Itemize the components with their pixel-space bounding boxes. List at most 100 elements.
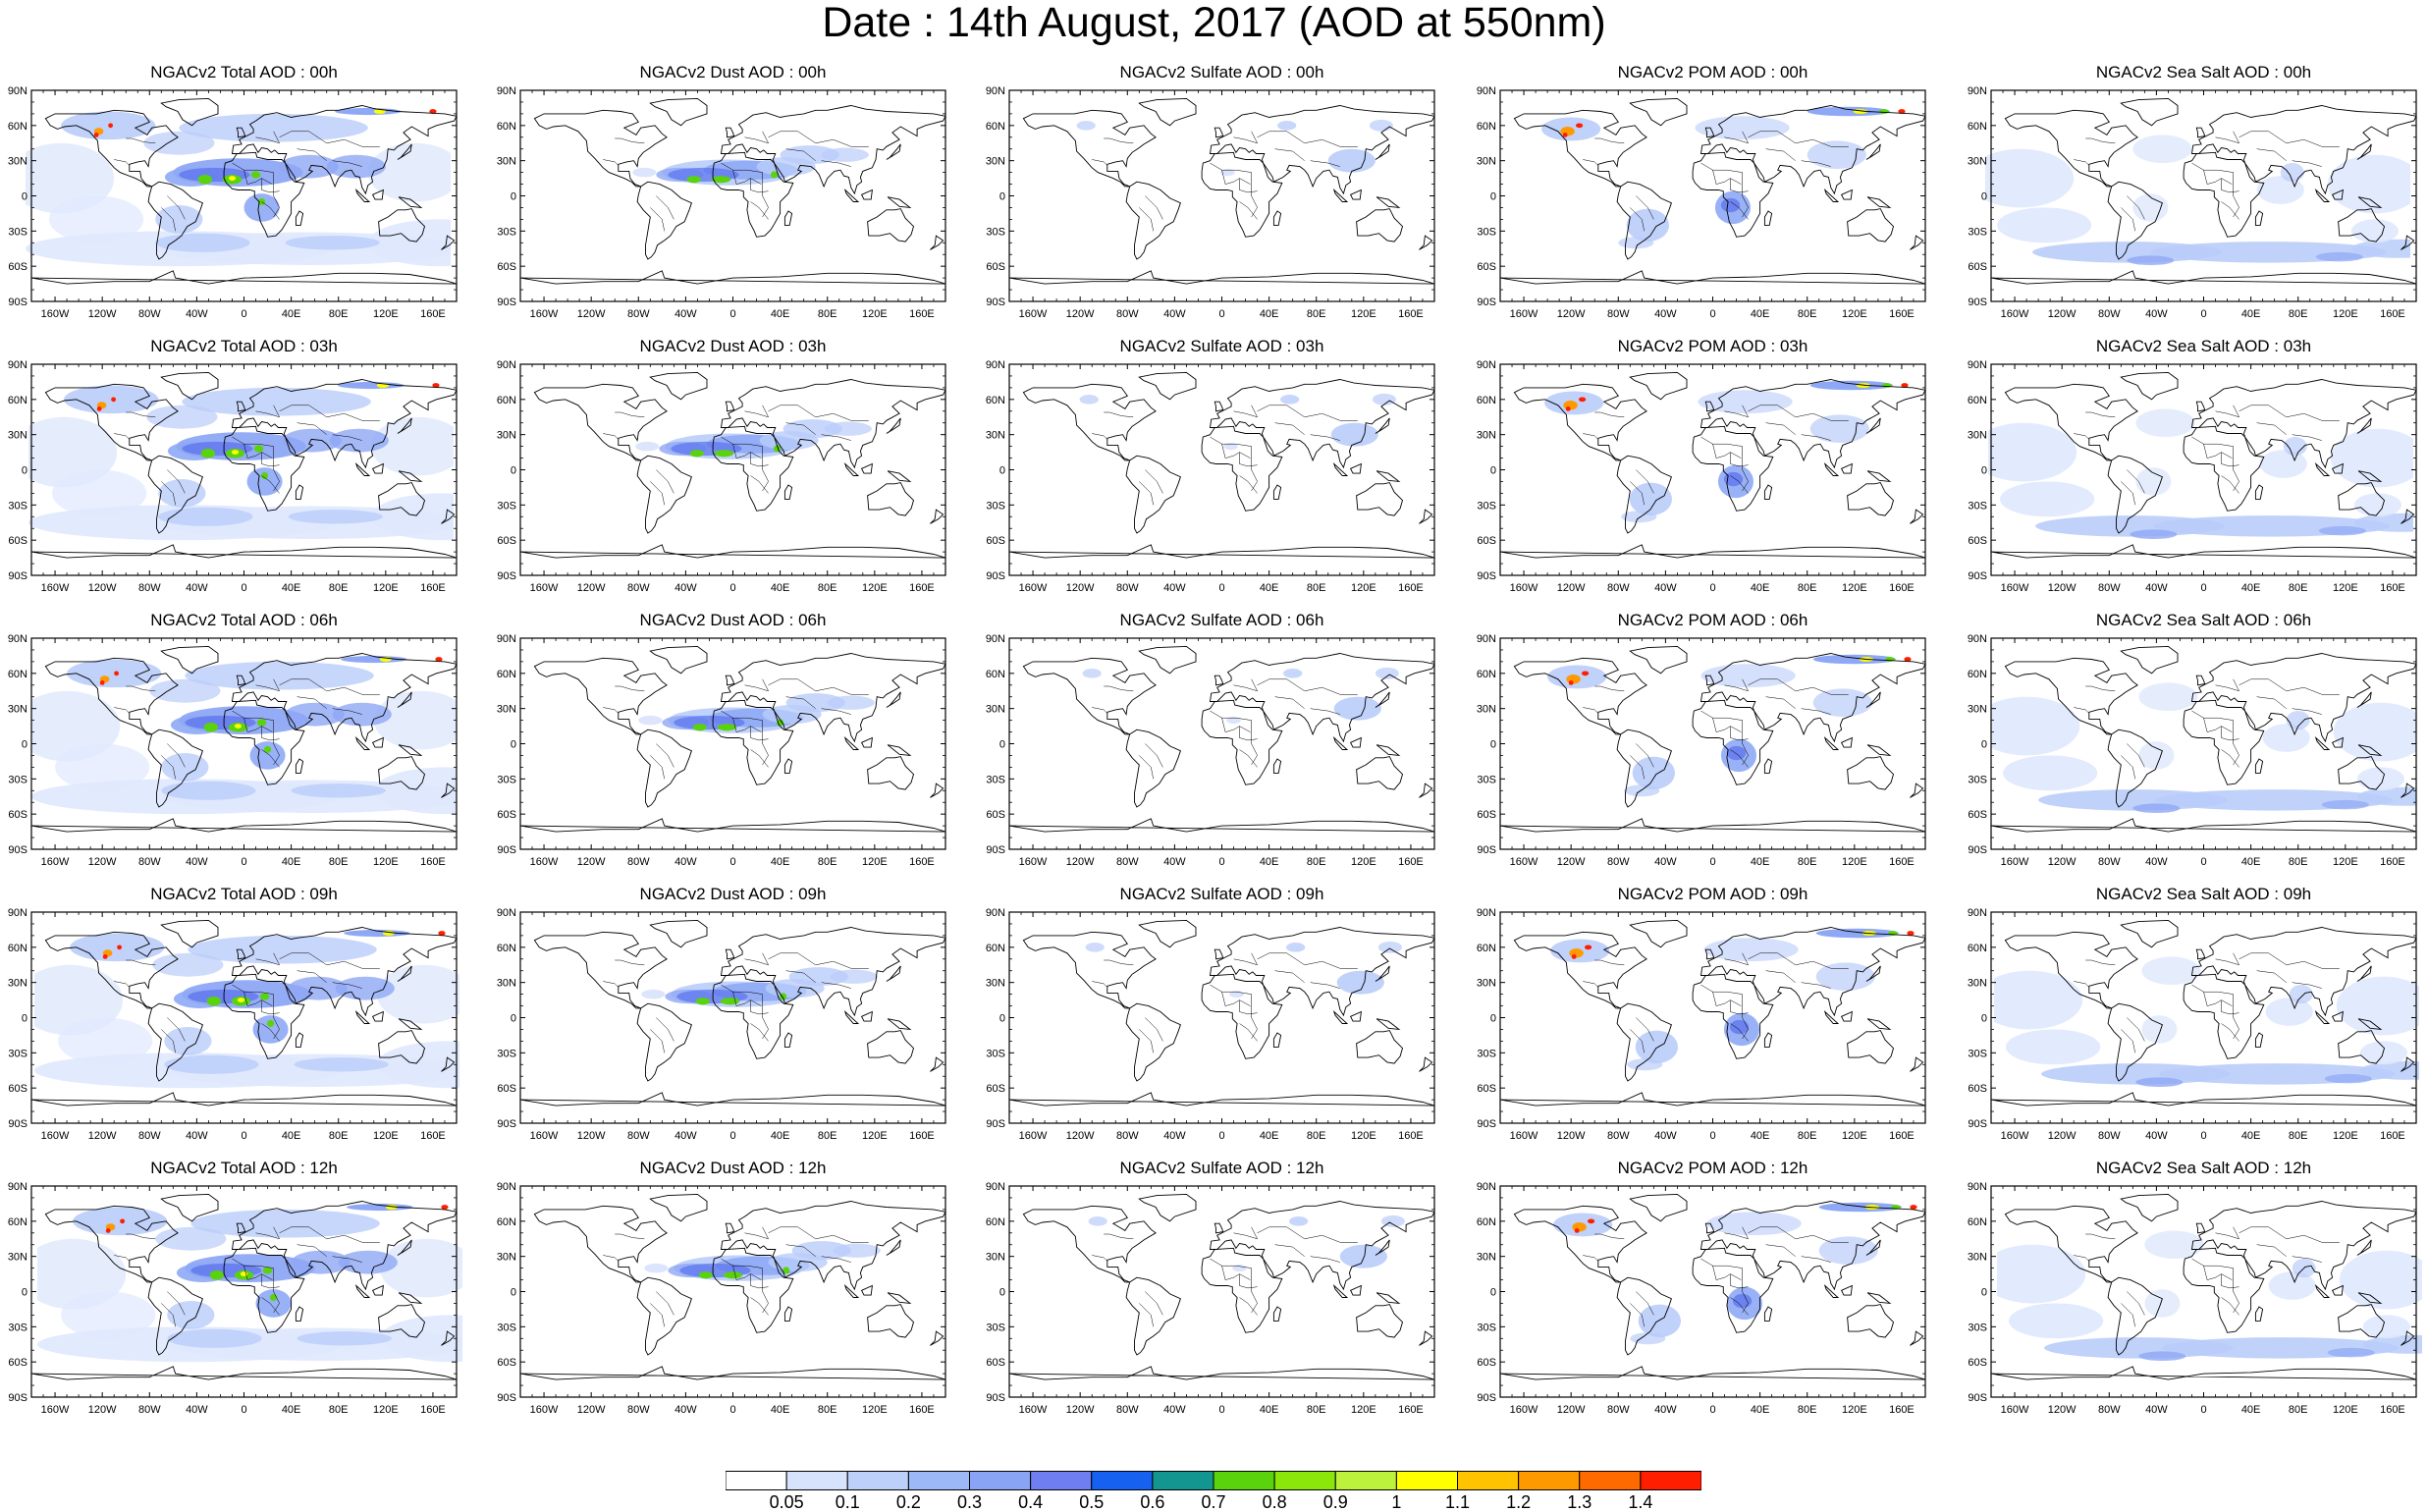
lat-label: 90S [8,1392,27,1404]
country-border [603,159,619,166]
country-border [2292,160,2322,167]
country-border [1730,475,1749,494]
country-border [255,952,281,966]
country-border [1583,707,1598,714]
lon-label: 80E [1798,1130,1817,1142]
aod-blob [99,680,105,685]
coastline-madagascar [1763,758,1773,774]
coastline-madagascar [1763,1306,1773,1322]
lon-label: 160W [41,1404,70,1416]
aod-blob [367,142,451,202]
aod-blob [2327,1347,2375,1358]
lat-label: 0 [999,465,1005,477]
coastline-greenland [160,645,219,675]
country-border [1712,170,1742,185]
country-border [821,982,851,989]
coastline-british-isles [2195,401,2206,412]
country-border [768,405,816,418]
lat-label: 30S [1968,500,1987,512]
lon-label: 80E [818,308,837,320]
coastline-south-america [636,181,692,260]
coastline-antarctica [31,1092,457,1107]
aod-blob [2268,1271,2316,1300]
lat-label: 0 [999,191,1005,203]
country-border [750,749,769,768]
country-border [1210,710,1252,721]
map-panel-total-12h: NGACv2 Total AOD : 12h 90N 60N 30N 0 30S 60S 90… [0,1159,484,1429]
country-border [1765,148,1796,161]
lon-label: 160W [1019,1130,1048,1142]
coastline-eurasia [1209,1201,1434,1291]
lat-label: 30S [497,1322,516,1333]
lat-label: 30N [1968,1252,1987,1264]
coastline-sumatra [843,189,860,202]
country-border [2074,707,2089,714]
coastline-japan [397,143,412,160]
colorbar-label: 0.2 [895,1492,921,1512]
lon-label: 40W [186,856,208,868]
aod-blob [2000,481,2095,517]
country-border [1221,170,1251,185]
country-border [2221,452,2239,467]
country-border [1700,162,1743,173]
map-background [520,364,945,575]
aod-blob [373,109,386,114]
country-border [2121,1303,2135,1327]
lat-label: 90S [497,1392,516,1404]
lon-label: 160W [530,308,559,320]
coastline-madagascar [783,1032,793,1048]
aod-blob [158,507,253,526]
aod-blob [441,1205,449,1210]
lon-label: 120W [88,856,117,868]
lat-label: 60S [1477,1357,1496,1369]
coastline-new-guinea [1376,196,1401,209]
coastline-south-america [1616,1276,1672,1356]
aod-blob [689,450,705,458]
coastline-sumatra [2314,736,2331,750]
country-border [2121,1029,2135,1053]
coastline-new-zealand [1419,1056,1433,1072]
country-border [2256,1244,2287,1257]
coastline-australia [1847,208,1895,243]
aod-blob [1807,140,1866,170]
coastline-eurasia [231,379,457,469]
aod-blob [2138,741,2175,770]
coastline-sumatra [1823,736,1840,750]
country-border [750,178,769,193]
coastlines [31,97,457,285]
coastline-australia [2338,208,2386,243]
country-border [1251,1268,1258,1314]
lat-label: 0 [1981,1013,1987,1025]
lon-label: 40E [771,1404,790,1416]
coastline-australia [867,1304,915,1338]
coastline-new-guinea [1866,196,1892,209]
country-border [1251,720,1258,766]
aod-blob [1581,671,1590,676]
lat-label: 90N [497,85,516,97]
coastline-borneo [2331,189,2344,200]
aod-blob [1085,943,1105,952]
aod-blob [1818,1202,1902,1213]
country-border [114,159,130,166]
lon-label: 40W [1163,1404,1186,1416]
country-border [1274,1244,1305,1257]
panel-title: NGACv2 POM AOD : 06h [1617,611,1808,629]
coastline-new-guinea [1376,470,1401,483]
lat-label: 30S [497,1048,516,1059]
aod-blob [1638,1304,1682,1338]
coastline-south-america [1125,1002,1181,1082]
country-border [2221,1297,2239,1316]
country-border [232,984,274,995]
country-border [1145,1017,1163,1042]
lon-label: 160E [420,308,446,320]
coastline-greenland [1629,371,1688,401]
country-border [1304,138,1358,147]
lat-label: 30S [986,1048,1005,1059]
aod-blob [1809,380,1893,391]
country-border [2215,1226,2240,1240]
coastline-borneo [371,462,384,474]
coastline-australia [378,1304,426,1338]
lon-label: 0 [2200,582,2206,594]
country-border [2221,999,2239,1015]
